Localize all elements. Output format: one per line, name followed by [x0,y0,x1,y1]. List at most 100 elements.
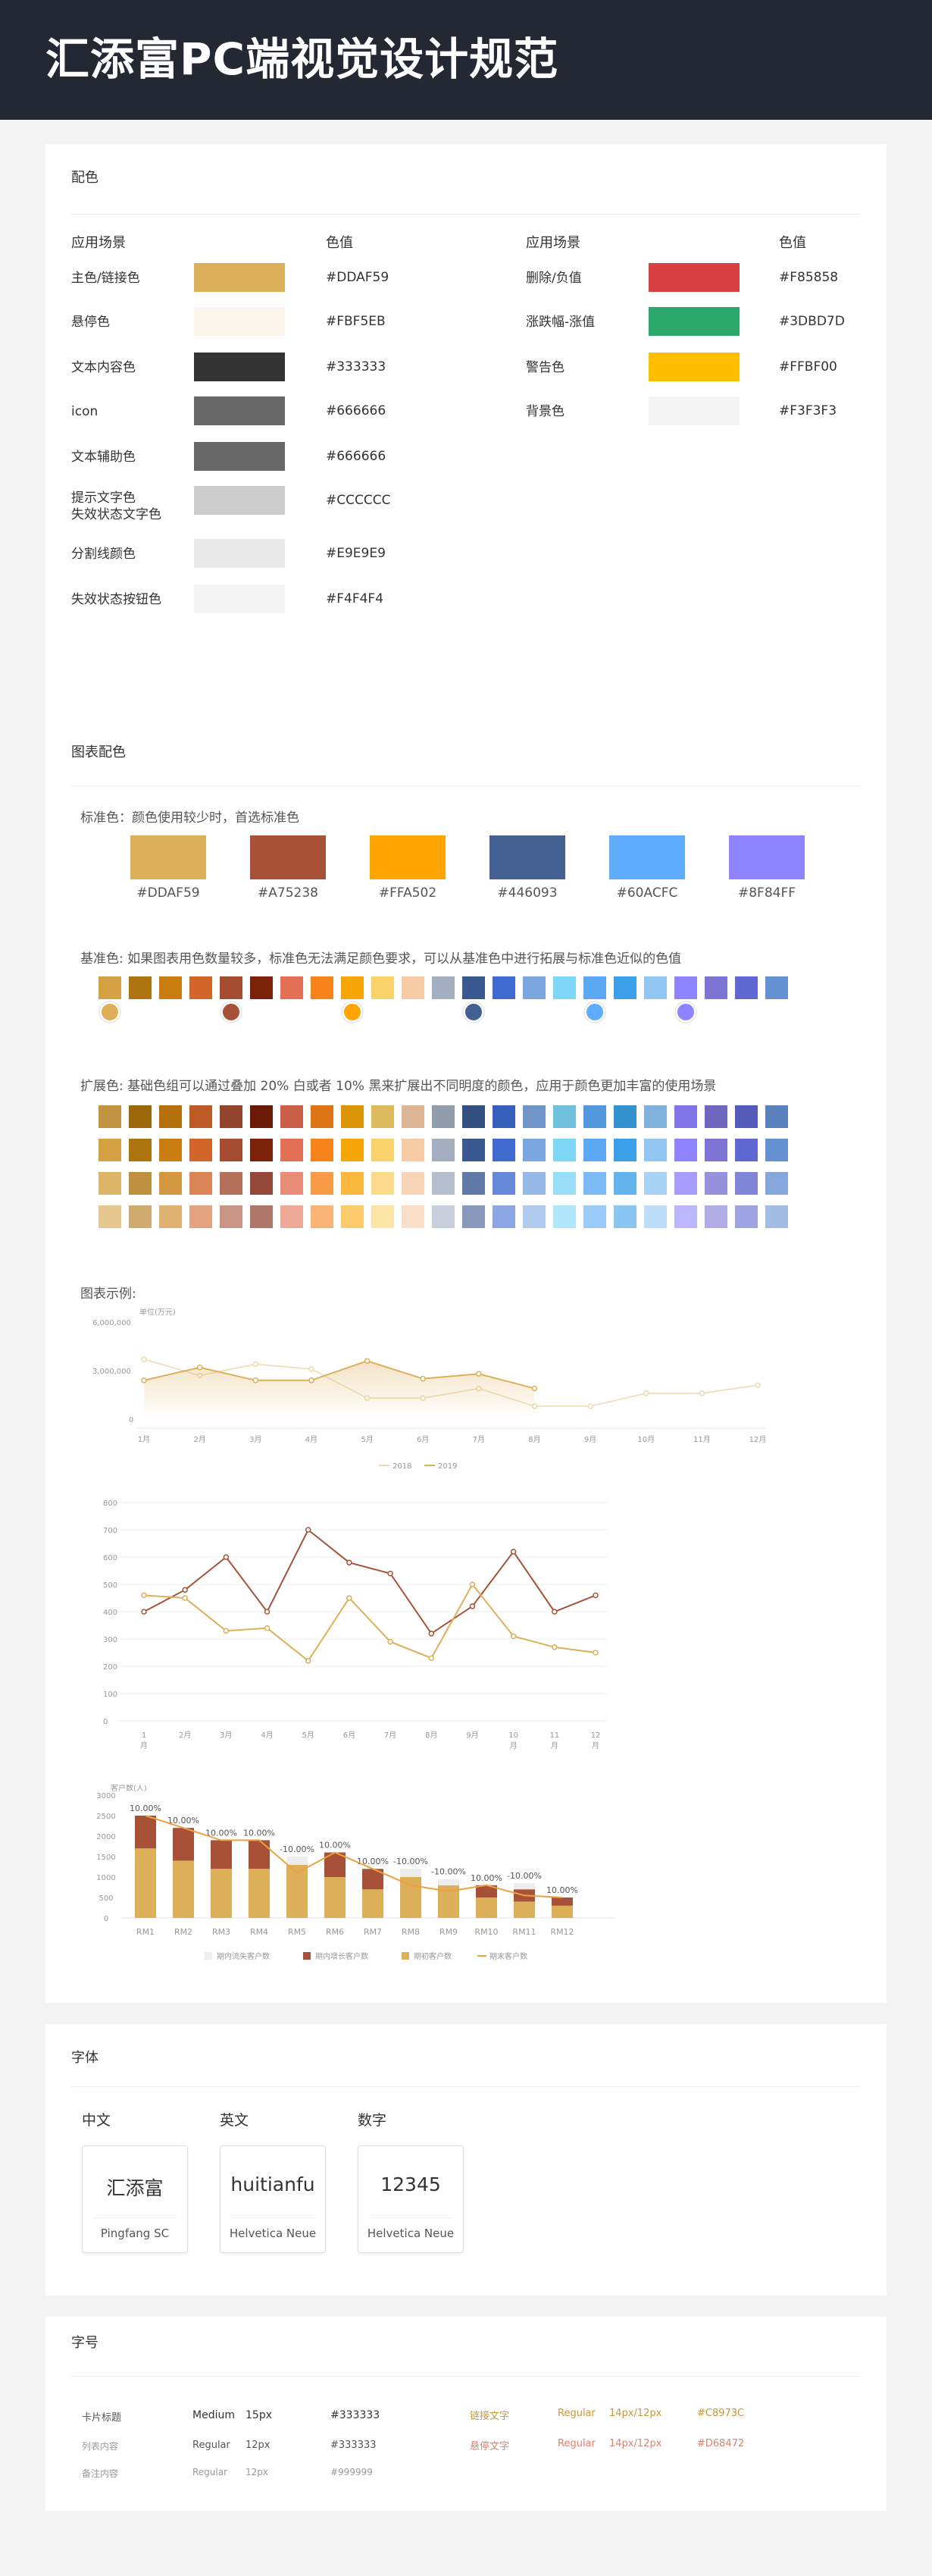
extend-color-label: 扩展色: 基础色组可以通过叠加 20% 白或者 10% 黑来扩展出不同明度的颜色… [80,1079,717,1094]
extend-color-cell [735,1105,758,1128]
color-scene-label: icon [71,404,99,419]
size-color-hex: #333333 [330,2409,380,2421]
series-line [143,1583,596,1662]
standard-color-hex: #A75238 [258,885,318,901]
color-hex-value: #666666 [326,403,386,418]
size-weight: Regular [192,2440,230,2451]
extend-color-cell [614,1139,636,1161]
extend-color-cell [220,1139,242,1161]
x-tick-label: 2月 [193,1435,205,1444]
x-tick-label: RM6 [326,1927,344,1937]
base-color-label: 基准色: 如果图表用色数量较多，标准色无法满足颜色要求，可以从基准色中进行拓展与… [80,951,682,967]
col-head-value-left: 色值 [326,235,353,251]
divider [71,785,861,786]
data-point [141,1609,147,1615]
extend-color-cell [341,1172,364,1195]
extend-color-cell [765,1139,788,1161]
color-swatch [194,307,285,336]
y-tick-label: 600 [103,1554,117,1562]
extend-color-cell [402,1205,424,1228]
x-tick-label: 12月 [749,1435,767,1444]
extend-color-cell [99,1105,121,1128]
y-axis-title: 客户数(人) [111,1785,147,1793]
extend-color-cell [371,1105,394,1128]
y-tick-label: 1500 [96,1854,115,1862]
extend-color-cell [280,1139,303,1161]
data-point [593,1650,599,1656]
bar-loss [286,1857,308,1865]
extend-color-cell [735,1139,758,1161]
base-color-cell [99,976,121,999]
size-weight: Medium [192,2409,235,2421]
data-point [587,1403,593,1409]
extend-color-cell [674,1139,697,1161]
color-swatch [649,396,740,425]
extend-color-cell [462,1105,485,1128]
font-card: 字体 中文 汇添富 Pingfang SC 英文 huitianfu Helvetica … [45,2024,887,2296]
extend-color-cell [614,1172,636,1195]
bar-growth [552,1898,573,1906]
data-label: 10.00% [130,1804,161,1813]
x-tick-label: 5月 [302,1731,314,1740]
extend-color-cell [553,1205,576,1228]
color-swatch [194,442,285,471]
extend-color-cell [189,1105,212,1128]
y-tick-label: 2000 [96,1833,115,1841]
color-scene-label: 文本辅助色 [71,450,136,465]
x-tick-label: 12 [591,1731,601,1740]
extend-color-cell [765,1205,788,1228]
x-tick-label: 月 [510,1741,518,1750]
col-head-scene-right: 应用场景 [526,235,580,251]
x-tick-label: RM2 [174,1927,192,1937]
color-scene-label: 删除/负值 [526,271,582,286]
extend-color-cell [493,1172,515,1195]
x-tick-label: 9月 [584,1435,596,1444]
x-tick-label: 月 [551,1741,558,1750]
extend-color-cell [614,1105,636,1128]
extend-color-cell [674,1105,697,1128]
data-label: -10.00% [507,1871,542,1881]
x-tick-label: 1月 [138,1435,150,1444]
legend-label: 2018 [393,1462,411,1471]
x-tick-label: 1 [142,1731,146,1740]
extend-color-cell [583,1205,606,1228]
size-value: 14px/12px [609,2438,662,2449]
extend-color-cell [159,1105,182,1128]
data-label: 10.00% [205,1828,237,1838]
extend-color-cell [765,1172,788,1195]
extend-color-cell [493,1139,515,1161]
extend-color-cell [523,1172,546,1195]
base-color-cell [220,976,242,999]
standard-color-hex: #446093 [497,885,558,901]
color-hex-value: #DDAF59 [326,270,389,285]
chart-examples-label: 图表示例: [80,1286,136,1302]
standard-color-swatch [729,835,805,879]
col-head-scene-left: 应用场景 [71,235,126,251]
size-role-label: 列表内容 [82,2441,119,2452]
extend-color-cell [189,1139,212,1161]
data-label: 10.00% [167,1816,199,1825]
base-color-cell [341,976,364,999]
legend-label: 期内增长客户数 [315,1951,368,1961]
data-point [428,1631,435,1637]
bar-growth [476,1885,497,1898]
data-point [346,1559,352,1565]
bar-initial [211,1869,232,1918]
x-tick-label: 2月 [179,1731,191,1740]
x-tick-label: 11月 [693,1435,711,1444]
x-tick-label: 3月 [249,1435,261,1444]
x-tick-label: 5月 [361,1435,373,1444]
standard-color-hex: #8F84FF [737,885,796,901]
data-point [264,1609,271,1615]
standard-color-swatch [250,835,326,879]
font-category-label: 数字 [358,2112,387,2129]
color-scene-label: 警告色 [526,360,565,375]
x-tick-label: 7月 [473,1435,485,1444]
base-color-cell [462,976,485,999]
base-color-cell [644,976,667,999]
x-tick-label: RM10 [474,1927,498,1937]
y-tick-label: 100 [103,1691,117,1699]
base-color-cell [523,976,546,999]
color-hex-value: #333333 [326,359,386,374]
